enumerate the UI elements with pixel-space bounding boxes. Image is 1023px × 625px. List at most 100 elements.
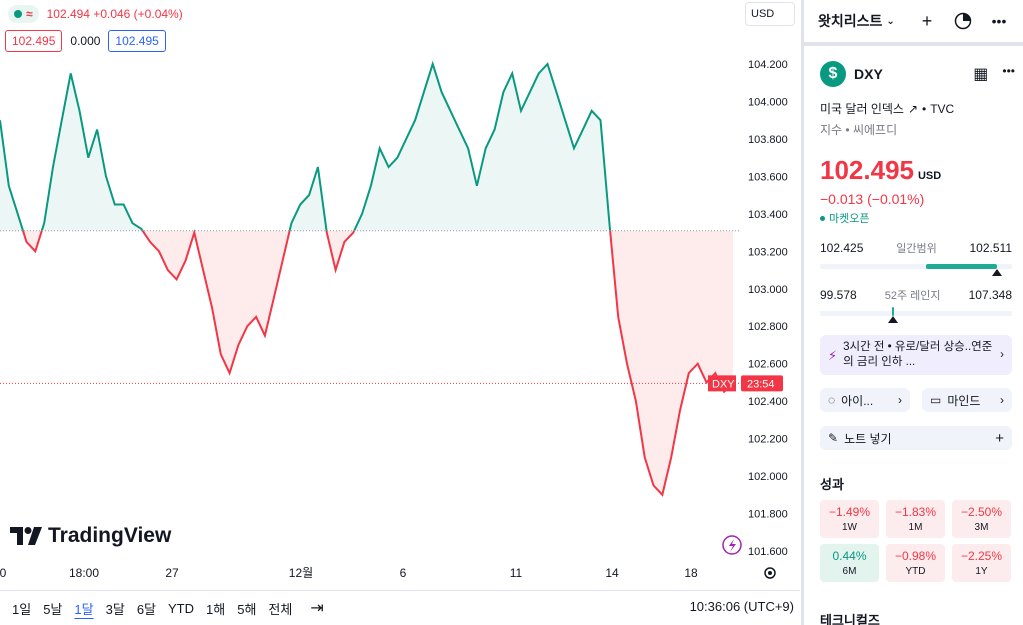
price-tick-label: 103.400 <box>748 209 788 221</box>
week52-marker-icon <box>887 316 898 323</box>
market-status-pill[interactable]: ≈ <box>8 5 39 23</box>
market-open-dot-icon <box>820 215 825 221</box>
tradingview-logo-text: TradingView <box>48 524 172 547</box>
lightning-icon: ⚡ <box>828 347 838 363</box>
spread-value: 0.000 <box>70 34 101 48</box>
performance-cell[interactable]: −1.49% 1W <box>820 500 879 538</box>
time-tick-label: 0 <box>0 566 7 580</box>
buy-price-box[interactable]: 102.495 <box>108 30 166 52</box>
performance-period: 1W <box>842 522 857 533</box>
week52-range: 99.578 52주 레인지 107.348 <box>820 287 1012 323</box>
date-range-icon[interactable]: ⇥ <box>310 600 324 617</box>
performance-value: −2.50% <box>960 505 1003 519</box>
performance-period: YTD <box>905 566 926 577</box>
performance-cell[interactable]: −1.83% 1M <box>886 500 945 538</box>
performance-cell[interactable]: −0.98% YTD <box>886 544 945 582</box>
ideas-label: 아이... <box>841 393 874 408</box>
add-symbol-icon[interactable]: + <box>921 10 933 31</box>
price-axis[interactable]: 104.200 104.000 103.800 103.600 103.400 103.2… <box>748 59 788 558</box>
price-tick-label: 101.600 <box>748 546 788 558</box>
price-tick-label: 103.000 <box>748 284 788 296</box>
chart-area[interactable]: 104.200 104.000 103.800 103.600 103.400 103.2… <box>0 0 800 625</box>
price-tick-label: 104.200 <box>748 59 788 71</box>
performance-value: −2.25% <box>960 549 1003 563</box>
range-button[interactable]: 1달 <box>74 601 94 617</box>
performance-value: 0.44% <box>832 549 867 563</box>
price-tick-label: 102.600 <box>748 359 788 371</box>
add-note-label: 노트 넣기 <box>844 431 892 446</box>
chevron-down-icon: ⌄ <box>886 15 895 27</box>
area-above-baseline <box>0 64 733 231</box>
pie-chart-icon[interactable] <box>953 11 973 31</box>
time-tick-label: 18:00 <box>69 566 99 580</box>
performance-value: −0.98% <box>894 549 937 563</box>
range-button[interactable]: 6달 <box>136 601 157 617</box>
performance-title: 성과 <box>820 477 844 492</box>
bottom-toolbar: 1일 5날 1달 3달 6달 YTD 1해 5해 전체 ⇥ 10:36:06 (UTC+9) <box>0 590 800 625</box>
price-tick-label: 101.800 <box>748 509 788 521</box>
price-chart[interactable]: 104.200 104.000 103.800 103.600 103.400 103.2… <box>0 0 800 590</box>
range-button[interactable]: 5날 <box>43 601 63 617</box>
chat-icon: ▭ <box>930 393 942 407</box>
price-tick-label: 102.400 <box>748 396 788 408</box>
day-range-low: 102.425 <box>820 241 864 255</box>
performance-period: 1Y <box>975 566 988 577</box>
symbol-description[interactable]: 미국 달러 인덱스 <box>820 102 904 116</box>
external-link-icon[interactable]: ↗ <box>907 101 919 116</box>
more-icon[interactable]: ••• <box>1002 64 1015 78</box>
day-range: 102.425 일간범위 102.511 <box>820 240 1012 276</box>
performance-cell[interactable]: −2.25% 1Y <box>952 544 1011 582</box>
performance-cell[interactable]: 0.44% 6M <box>820 544 879 582</box>
tradingview-logo-icon <box>10 527 42 545</box>
more-icon[interactable]: ••• <box>991 13 1007 29</box>
price-tick-label: 103.200 <box>748 246 788 258</box>
last-price-currency: USD <box>917 170 942 182</box>
watchlist-title[interactable]: 왓치리스트 ⌄ <box>818 11 895 31</box>
legend-row: ≈ 102.494 +0.046 (+0.04%) <box>8 5 183 23</box>
clock-timezone[interactable]: 10:36:06 (UTC+9) <box>689 599 794 614</box>
news-card[interactable]: ⚡ 3시간 전 • 유로/달러 상승..연준의 금리 인하 ... › <box>820 335 1012 375</box>
price-change: −0.013 (−0.01%) <box>820 191 925 207</box>
performance-period: 3M <box>974 522 989 533</box>
range-button[interactable]: 3달 <box>105 601 125 617</box>
sell-price-box[interactable]: 102.495 <box>5 30 63 52</box>
panel-divider[interactable] <box>801 0 804 625</box>
minds-chip[interactable]: ▭ 마인드 › <box>922 388 1012 412</box>
time-tick-label: 18 <box>684 566 698 580</box>
symbol-type: 지수 • 씨에프디 <box>820 123 898 137</box>
settings-icon[interactable] <box>764 567 776 579</box>
plot-layer <box>0 60 740 497</box>
currency-selector[interactable]: USD <box>745 2 795 26</box>
symbol-tag-bg <box>708 375 736 392</box>
week52-low: 99.578 <box>820 288 857 302</box>
range-button[interactable]: 1해 <box>206 601 226 617</box>
symbol-exchange[interactable]: TVC <box>930 101 955 116</box>
countdown-tag-bg <box>741 375 783 392</box>
legend-change: 102.494 +0.046 (+0.04%) <box>46 7 183 21</box>
time-tick-label: 14 <box>605 566 619 580</box>
range-button[interactable]: 5해 <box>237 601 257 617</box>
range-button[interactable]: 전체 <box>268 601 293 617</box>
range-button[interactable]: YTD <box>168 600 195 616</box>
plus-icon[interactable]: + <box>995 429 1004 447</box>
performance-cell[interactable]: −2.50% 3M <box>952 500 1011 538</box>
wave-icon: ≈ <box>26 7 33 21</box>
price-tick-label: 104.000 <box>748 96 788 108</box>
time-axis[interactable]: 0 18:00 27 12월 6 11 14 18 <box>0 566 698 580</box>
performance-value: −1.83% <box>894 505 937 519</box>
last-price: 102.495 USD <box>820 155 941 186</box>
right-panel: 왓치리스트 ⌄ + ••• $ DXY ▦ ••• 미국 달러 인덱스 ↗ • … <box>804 0 1023 625</box>
price-tick-label: 102.800 <box>748 321 788 333</box>
grid-icon[interactable]: ▦ <box>973 66 989 83</box>
range-button[interactable]: 1일 <box>12 601 32 617</box>
add-note-bar[interactable]: ✎ 노트 넣기 + <box>820 426 1012 450</box>
ideas-chip[interactable]: ◌ 아이... › <box>820 388 910 412</box>
minds-label: 마인드 <box>947 393 981 408</box>
price-tick-label: 103.800 <box>748 134 788 146</box>
series-line-below <box>21 230 734 497</box>
series-line-above <box>0 60 612 231</box>
currency-label: USD <box>751 8 775 20</box>
day-range-track <box>820 264 1012 276</box>
lightning-icon[interactable] <box>722 535 742 555</box>
symbol-ticker[interactable]: DXY <box>854 66 883 82</box>
